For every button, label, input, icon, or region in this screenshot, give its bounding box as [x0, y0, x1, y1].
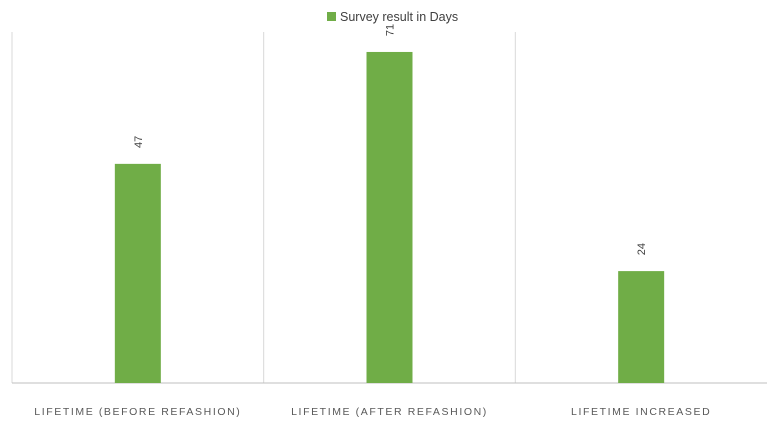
x-tick-label: LIFETIME INCREASED: [571, 406, 711, 418]
x-tick-label: LIFETIME (AFTER REFASHION): [291, 406, 488, 418]
bar: [366, 51, 413, 384]
data-label: 47: [133, 136, 145, 148]
plot-area: 47 LIFETIME (BEFORE REFASHION) 71 LIFETIME …: [11, 24, 767, 418]
legend: Survey result in Days: [327, 10, 458, 24]
bar: [114, 163, 161, 383]
legend-swatch: [327, 12, 336, 21]
legend-label: Survey result in Days: [340, 10, 458, 24]
data-label: 24: [636, 243, 648, 255]
data-label: 71: [385, 24, 397, 36]
bar: [618, 271, 665, 383]
x-tick-label: LIFETIME (BEFORE REFASHION): [34, 406, 241, 418]
